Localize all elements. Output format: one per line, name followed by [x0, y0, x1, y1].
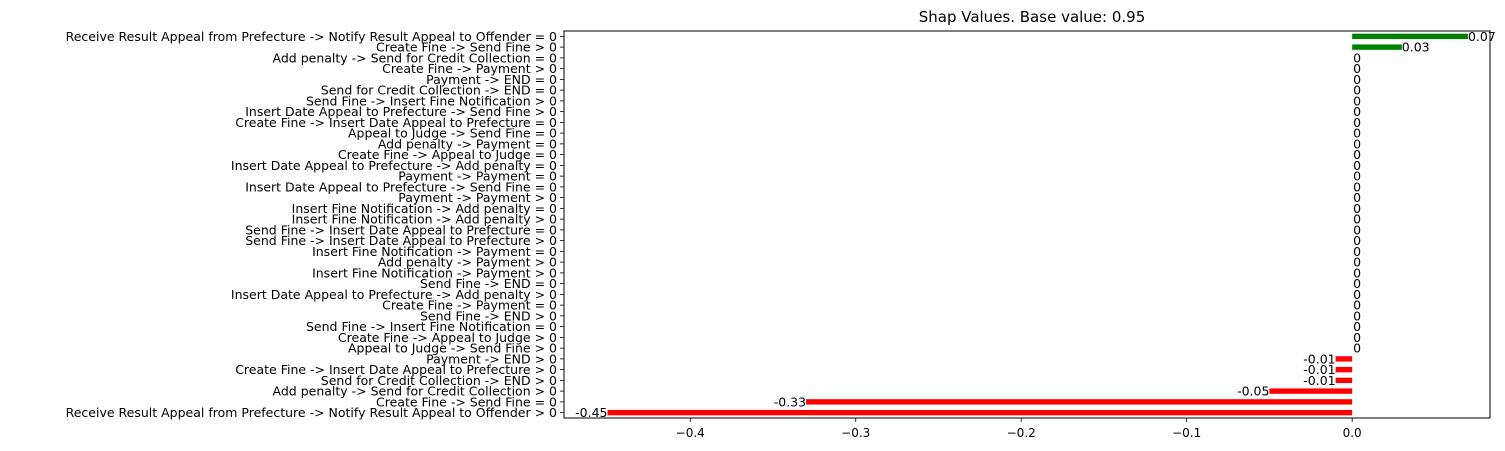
bar-value-label: 0	[1353, 147, 1361, 162]
bar-value-label: -0.45	[575, 405, 607, 420]
y-tick-label: Create Fine -> Payment > 0	[382, 61, 557, 76]
bar-33	[1269, 388, 1353, 394]
y-tick-label: Create Fine -> Send Fine = 0	[376, 394, 557, 409]
y-tick-label: Payment -> END > 0	[426, 351, 557, 366]
y-tick-label: Create Fine -> Appeal to Judge = 0	[338, 147, 557, 162]
bar-34	[806, 399, 1353, 405]
bar-value-label: 0	[1353, 93, 1361, 108]
y-tick-label: Send Fine -> Insert Fine Notification = …	[306, 319, 557, 334]
y-tick-label: Insert Fine Notification -> Payment = 0	[312, 244, 557, 259]
bar-value-label: -0.33	[774, 394, 806, 409]
y-tick-label: Create Fine -> Payment = 0	[382, 298, 557, 313]
bar-value-label: -0.01	[1303, 351, 1335, 366]
y-tick-label: Insert Fine Notification -> Add penalty …	[292, 201, 557, 216]
y-tick-label: Insert Fine Notification -> Payment > 0	[312, 265, 557, 280]
y-tick-label: Add penalty -> Payment > 0	[378, 255, 557, 270]
bar-value-label: 0	[1353, 179, 1361, 194]
bar-value-label: 0	[1353, 201, 1361, 216]
bar-value-label: 0	[1353, 50, 1361, 65]
x-tick-label: 0.0	[1343, 426, 1362, 440]
x-tick-label: −0.2	[1007, 426, 1036, 440]
y-tick-label: Insert Date Appeal to Prefecture -> Send…	[245, 179, 557, 194]
chart-title: Shap Values. Base value: 0.95	[919, 8, 1146, 26]
y-tick-label: Send Fine -> END = 0	[420, 276, 557, 291]
bar-value-labels: 0.070.030000000000000000000000000000-0.0…	[575, 29, 1496, 420]
y-tick-label: Payment -> END = 0	[426, 72, 557, 87]
bar-value-label: 0	[1353, 222, 1361, 237]
y-tick-label: Send for Credit Collection -> END = 0	[321, 83, 557, 98]
y-tick-label: Send Fine -> Insert Date Appeal to Prefe…	[245, 233, 557, 248]
bar-value-label: 0	[1353, 83, 1361, 98]
bar-value-label: 0.07	[1468, 29, 1496, 44]
y-tick-label: Create Fine -> Appeal to Judge > 0	[338, 330, 557, 345]
bar-value-label: 0	[1353, 136, 1361, 151]
y-tick-label: Send Fine -> Insert Fine Notification > …	[306, 93, 557, 108]
y-tick-label: Create Fine -> Insert Date Appeal to Pre…	[235, 115, 557, 130]
y-tick-label: Payment -> Payment > 0	[398, 190, 557, 205]
x-axis: −0.4 −0.3 −0.2 −0.1 0.0	[676, 418, 1362, 440]
y-tick-label: Insert Date Appeal to Prefecture -> Add …	[231, 287, 557, 302]
bar-value-label: 0.03	[1402, 40, 1430, 55]
bar-value-label: 0	[1353, 287, 1361, 302]
bar-value-label: 0	[1353, 308, 1361, 323]
bar-35	[607, 409, 1353, 416]
x-tick-label: −0.1	[1172, 426, 1201, 440]
y-tick-label: Create Fine -> Send Fine > 0	[376, 40, 557, 55]
y-tick-label: Appeal to Judge -> Send Fine = 0	[348, 126, 557, 141]
y-tick-label: Receive Result Appeal from Prefecture ->…	[66, 405, 557, 420]
bar-value-label: 0	[1353, 115, 1361, 130]
y-tick-label: Payment -> Payment = 0	[398, 169, 557, 184]
bar-1	[1352, 44, 1402, 50]
bar-value-label: -0.01	[1303, 362, 1335, 377]
bar-value-label: 0	[1353, 276, 1361, 291]
bar-value-label: 0	[1353, 169, 1361, 184]
bar-value-label: 0	[1353, 190, 1361, 205]
bar-value-label: -0.01	[1303, 373, 1335, 388]
bar-30	[1335, 356, 1353, 362]
bar-32	[1335, 377, 1353, 384]
bar-value-label: 0	[1353, 212, 1361, 227]
y-tick-labels: Receive Result Appeal from Prefecture ->…	[66, 29, 564, 420]
y-tick-label: Appeal to Judge -> Send Fine > 0	[348, 341, 557, 356]
y-tick-label: Send Fine -> END > 0	[420, 308, 557, 323]
bar-value-label: 0	[1353, 233, 1361, 248]
y-tick-label: Add penalty -> Send for Credit Collectio…	[273, 384, 558, 399]
bar-value-label: 0	[1353, 104, 1361, 119]
bar-0	[1352, 33, 1468, 40]
bar-value-label: 0	[1353, 330, 1361, 345]
bar-value-label: 0	[1353, 72, 1361, 87]
bar-value-label: 0	[1353, 126, 1361, 141]
bar-value-label: 0	[1353, 319, 1361, 334]
y-tick-label: Send Fine -> Insert Date Appeal to Prefe…	[245, 222, 557, 237]
bar-value-label: 0	[1353, 244, 1361, 259]
bar-value-label: 0	[1353, 158, 1361, 173]
y-tick-label: Insert Date Appeal to Prefecture -> Send…	[245, 104, 557, 119]
plot-frame	[563, 30, 1491, 419]
bar-value-label: 0	[1353, 61, 1361, 76]
y-tick-label: Insert Fine Notification -> Add penalty …	[292, 212, 557, 227]
x-tick-label: −0.4	[676, 426, 705, 440]
bar-value-label: -0.05	[1237, 384, 1269, 399]
bar-value-label: 0	[1353, 255, 1361, 270]
bar-31	[1335, 366, 1353, 373]
y-tick-label: Insert Date Appeal to Prefecture -> Add …	[231, 158, 557, 173]
y-tick-label: Add penalty -> Send for Credit Collectio…	[273, 50, 558, 65]
y-tick-label: Send for Credit Collection -> END > 0	[321, 373, 557, 388]
x-tick-label: −0.3	[841, 426, 870, 440]
y-tick-label: Add penalty -> Payment = 0	[378, 136, 557, 151]
bars-layer	[607, 33, 1468, 416]
bar-value-label: 0	[1353, 265, 1361, 280]
y-tick-label: Receive Result Appeal from Prefecture ->…	[66, 29, 557, 44]
y-tick-label: Create Fine -> Insert Date Appeal to Pre…	[235, 362, 557, 377]
bar-value-label: 0	[1353, 341, 1361, 356]
bar-value-label: 0	[1353, 298, 1361, 313]
